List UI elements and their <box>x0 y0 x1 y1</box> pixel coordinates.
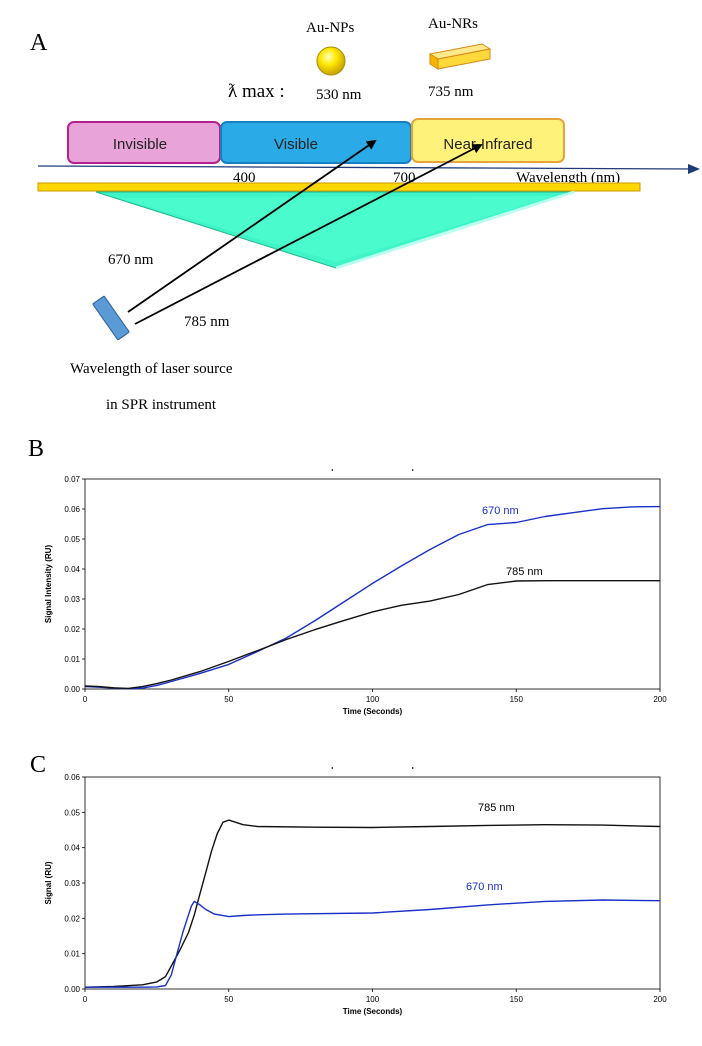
chart-b-ytick-label: 0.04 <box>64 565 80 574</box>
beam-670 <box>127 139 377 313</box>
chart-c-ytick-label: 0.05 <box>64 808 80 817</box>
laser-source <box>92 295 130 341</box>
chart-b-xlabel: Time (Seconds) <box>343 707 403 716</box>
chart-b-ytick-label: 0.07 <box>64 475 80 484</box>
panel-c: C 0.00 0.01 0.02 0.03 0.04 0.05 0.06 0 50 100 150 2… <box>30 752 667 1016</box>
chart-b-xtick-label: 0 <box>83 695 88 704</box>
chart-b-ytick-label: 0.00 <box>64 685 80 694</box>
chart-c-label-670: 670 nm <box>466 881 503 893</box>
laser-670-label: 670 nm <box>108 252 154 268</box>
chart-c-series-670-nm <box>85 899 661 988</box>
chart-b-xtick-label: 100 <box>366 695 380 704</box>
nanorod-icon <box>428 43 492 70</box>
chart-c: 0.00 0.01 0.02 0.03 0.04 0.05 0.06 0 50 100 150 200… <box>44 767 667 1016</box>
tick-400: 400 <box>233 170 256 186</box>
chart-c-xtick-label: 150 <box>510 995 524 1004</box>
chart-c-xtick-label: 0 <box>83 995 88 1004</box>
chart-b-ytick-label: 0.06 <box>64 505 80 514</box>
au-nr-wavelength: 735 nm <box>428 84 474 100</box>
chart-c-xtick-label: 100 <box>366 995 380 1004</box>
near-infrared-region <box>411 118 565 163</box>
chart-c-plot-area <box>84 776 661 990</box>
chart-b-ytick-label: 0.03 <box>64 595 80 604</box>
chart-c-ytick-label: 0.03 <box>64 879 80 888</box>
invisible-region-label: Invisible <box>113 136 167 153</box>
lambda-max-label: ƛ max : <box>228 81 285 102</box>
chart-c-label-785: 785 nm <box>478 802 515 814</box>
chart-b-xtick-label: 150 <box>510 695 524 704</box>
chart-b-label-670: 670 nm <box>482 505 519 517</box>
chart-b-series-785-nm <box>84 580 660 690</box>
chart-c-ytick-label: 0.01 <box>64 950 80 959</box>
visible-region-label: Visible <box>274 136 318 153</box>
chart-c-series-785-nm <box>84 819 661 988</box>
au-nr-label: Au-NRs <box>428 16 478 32</box>
chart-b-series-670-nm <box>84 505 661 690</box>
beam-785 <box>134 144 483 325</box>
chart-b-xtick-label: 50 <box>224 695 233 704</box>
chart-c-xtick-label: 200 <box>653 995 667 1004</box>
panel-b-letter: B <box>28 436 44 462</box>
chart-c-xlabel: Time (Seconds) <box>343 1007 403 1016</box>
nanoparticle-sphere-icon <box>316 46 346 76</box>
chart-b-label-785: 785 nm <box>506 566 543 578</box>
panel-a: A Au-NPs Au-NRs ƛ max : 530 nm 735 nm In… <box>30 16 700 413</box>
gold-film <box>37 182 641 192</box>
au-np-label: Au-NPs <box>306 20 355 36</box>
wavelength-axis <box>37 163 700 174</box>
laser-source-caption-line1: Wavelength of laser source <box>70 361 233 377</box>
chart-c-ylabel: Signal (RU) <box>44 861 53 904</box>
near-infrared-region-label: Near-Infrared <box>443 136 532 153</box>
chart-c-ytick-label: 0.04 <box>64 844 80 853</box>
laser-source-caption-line2: in SPR instrument <box>106 397 217 413</box>
chart-c-ytick-label: 0.06 <box>64 773 80 782</box>
chart-c-ytick-label: 0.02 <box>64 914 80 923</box>
chart-b-ytick-label: 0.05 <box>64 535 80 544</box>
chart-c-ytick-label: 0.00 <box>64 985 80 994</box>
prism <box>95 190 575 270</box>
au-np-wavelength: 530 nm <box>316 87 362 103</box>
laser-785-label: 785 nm <box>184 314 230 330</box>
panel-c-letter: C <box>30 752 46 778</box>
chart-b-ytick-label: 0.02 <box>64 625 80 634</box>
panel-a-letter: A <box>30 30 48 56</box>
chart-c-xtick-label: 50 <box>224 995 233 1004</box>
chart-b-ylabel: Signal Intensity (RU) <box>44 545 53 624</box>
panel-b: B 0.00 0.01 0.02 0.03 0.04 0.05 0.06 0.07 0 50 100… <box>28 436 667 716</box>
chart-b-xtick-label: 200 <box>653 695 667 704</box>
wavelength-axis-label: Wavelength (nm) <box>516 170 620 186</box>
chart-b: 0.00 0.01 0.02 0.03 0.04 0.05 0.06 0.07 0 50 100 15… <box>44 469 667 716</box>
chart-b-ytick-label: 0.01 <box>64 655 80 664</box>
